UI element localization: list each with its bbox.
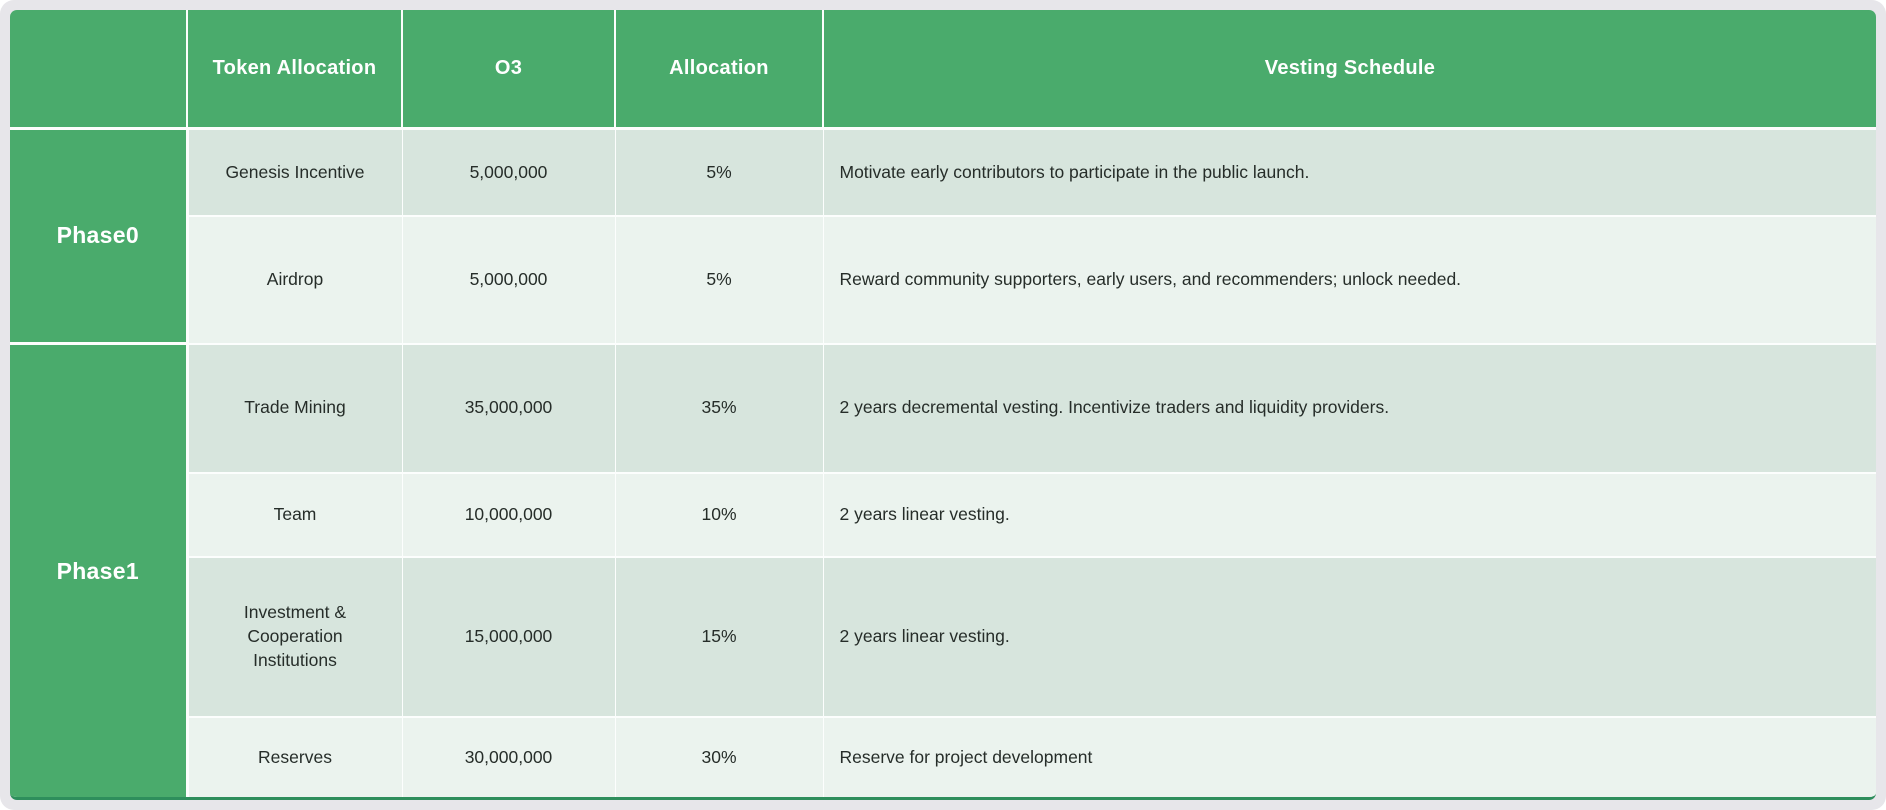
amount-cell: 5,000,000 xyxy=(402,128,616,218)
header-cell-phase xyxy=(10,10,188,130)
amount-cell: 10,000,000 xyxy=(402,472,616,558)
vesting-cell: Reserve for project development xyxy=(823,716,1876,797)
percent-cell: 10% xyxy=(615,472,824,558)
phase0-cell: Phase0 xyxy=(10,128,189,346)
table-row: Investment & Cooperation Institutions 15… xyxy=(10,556,1876,718)
amount-cell: 5,000,000 xyxy=(402,216,616,345)
vesting-cell: Motivate early contributors to participa… xyxy=(823,128,1876,218)
header-cell-token-allocation: Token Allocation xyxy=(187,10,403,130)
vesting-cell: 2 years linear vesting. xyxy=(823,472,1876,558)
header-cell-allocation: Allocation xyxy=(615,10,824,130)
percent-cell: 5% xyxy=(615,216,824,345)
tokenomics-card: Token Allocation O3 Allocation Vesting S… xyxy=(10,10,1876,800)
percent-cell: 30% xyxy=(615,716,824,797)
phase1-cell: Phase1 xyxy=(10,343,189,797)
token-cell: Investment & Cooperation Institutions xyxy=(187,556,403,718)
header-cell-o3: O3 xyxy=(402,10,616,130)
table-header-row: Token Allocation O3 Allocation Vesting S… xyxy=(10,10,1876,130)
percent-cell: 5% xyxy=(615,128,824,218)
amount-cell: 30,000,000 xyxy=(402,716,616,797)
amount-cell: 35,000,000 xyxy=(402,343,616,474)
percent-cell: 35% xyxy=(615,343,824,474)
vesting-cell: 2 years linear vesting. xyxy=(823,556,1876,718)
token-cell: Trade Mining xyxy=(187,343,403,474)
vesting-cell: Reward community supporters, early users… xyxy=(823,216,1876,345)
header-cell-vesting-schedule: Vesting Schedule xyxy=(823,10,1876,130)
table-row: Reserves 30,000,000 30% Reserve for proj… xyxy=(10,716,1876,797)
table-row: Phase0 Genesis Incentive 5,000,000 5% Mo… xyxy=(10,128,1876,346)
table-row: Team 10,000,000 10% 2 years linear vesti… xyxy=(10,472,1876,558)
token-cell: Genesis Incentive xyxy=(187,128,403,218)
table-row: Airdrop 5,000,000 5% Reward community su… xyxy=(10,216,1876,345)
token-cell: Team xyxy=(187,472,403,558)
token-cell: Reserves xyxy=(187,716,403,797)
table-row: Phase1 Trade Mining 35,000,000 35% 2 yea… xyxy=(10,343,1876,797)
tokenomics-table: Token Allocation O3 Allocation Vesting S… xyxy=(10,10,1876,797)
percent-cell: 15% xyxy=(615,556,824,718)
amount-cell: 15,000,000 xyxy=(402,556,616,718)
token-cell: Airdrop xyxy=(187,216,403,345)
vesting-cell: 2 years decremental vesting. Incentivize… xyxy=(823,343,1876,474)
